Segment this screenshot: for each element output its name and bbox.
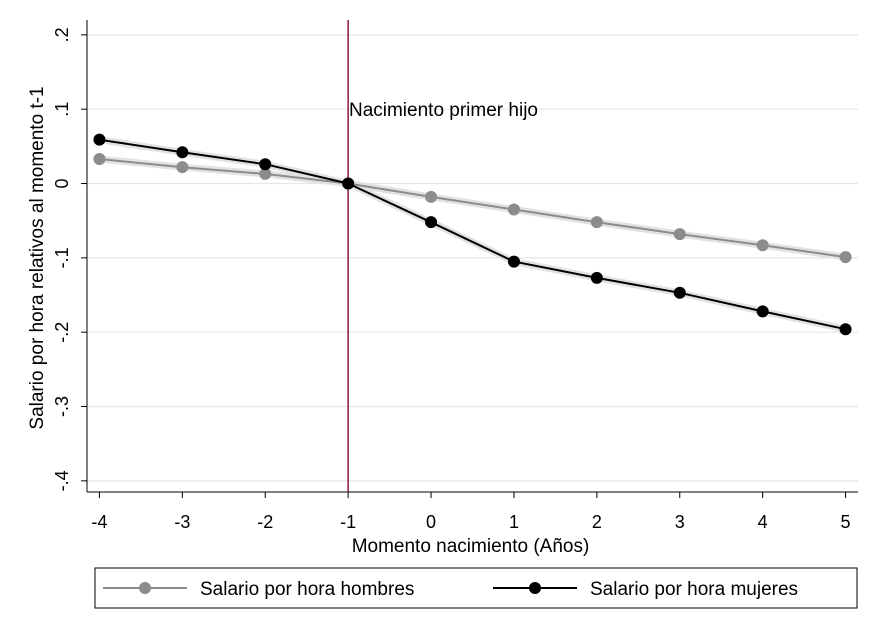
data-point [425, 190, 438, 203]
x-tick-label: -4 [91, 512, 107, 532]
data-point [259, 158, 272, 171]
data-point [590, 216, 603, 229]
event-annotation: Nacimiento primer hijo [349, 100, 538, 121]
y-tick-label: -.2 [52, 322, 72, 343]
data-point [93, 152, 106, 165]
y-tick-label: .2 [52, 27, 72, 42]
x-tick-label: -2 [257, 512, 273, 532]
event-vertical-line-group: Nacimiento primer hijo [347, 20, 538, 492]
x-axis-title: Momento nacimiento (Años) [352, 536, 590, 557]
series-group [93, 133, 852, 336]
data-point [673, 286, 686, 299]
confidence-bands [95, 136, 850, 333]
legend-box [94, 567, 858, 609]
data-point [176, 161, 189, 174]
series-line [99, 158, 846, 259]
data-point [673, 228, 686, 241]
y-tick-label: -.4 [52, 470, 72, 491]
x-tick-label: 1 [509, 512, 519, 532]
data-point [756, 239, 769, 252]
y-tick-label: .1 [52, 102, 72, 117]
legend-marker [139, 582, 151, 594]
axes: -.4 -.3 -.2 -.1 0 .1 .2 -4 -3 -2 -1 0 1 2 3 4 5 [52, 20, 858, 532]
x-tick-label: 2 [592, 512, 602, 532]
data-point [93, 133, 106, 146]
axis-labels: Momento nacimiento (Años) Salario por hor… [27, 86, 589, 557]
data-point [756, 305, 769, 318]
data-point [259, 167, 272, 180]
x-tick-label: 3 [675, 512, 685, 532]
x-tick-label: -1 [340, 512, 356, 532]
legend-label: Salario por hora hombres [200, 579, 414, 600]
y-tick-label: 0 [52, 179, 72, 189]
x-tick-label: 4 [758, 512, 768, 532]
legend: Salario por hora hombres Salario por hora… [94, 567, 858, 609]
x-tick-label: 5 [841, 512, 851, 532]
data-point [176, 146, 189, 159]
series-line [99, 138, 846, 331]
data-point [425, 216, 438, 229]
x-tick-label: -3 [174, 512, 190, 532]
legend-marker [529, 582, 541, 594]
x-tick-label: 0 [426, 512, 436, 532]
y-tick-label: -.1 [52, 247, 72, 268]
legend-label: Salario por hora mujeres [590, 579, 798, 600]
y-tick-label: -.3 [52, 396, 72, 417]
data-point [507, 255, 520, 268]
data-point [590, 271, 603, 284]
data-point [839, 323, 852, 336]
data-point [507, 203, 520, 216]
data-point [839, 251, 852, 264]
y-axis-title: Salario por hora relativos al momento t-… [27, 86, 48, 429]
data-point [342, 177, 355, 190]
grid-lines [87, 34, 858, 482]
